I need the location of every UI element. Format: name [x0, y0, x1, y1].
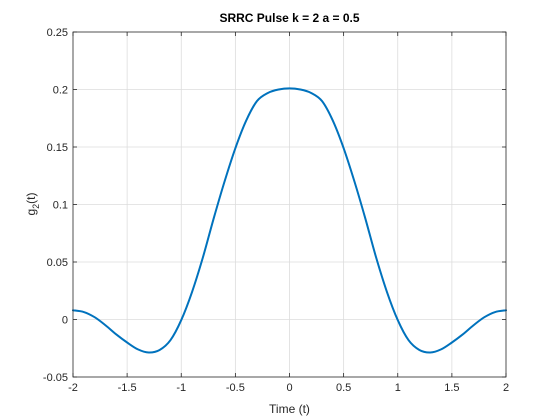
y-tick-label: 0.05: [47, 257, 68, 269]
x-tick-labels: -2 -1.5 -1 -0.5 0 0.5 1 1.5 2: [68, 382, 509, 394]
x-tick-label: -1.5: [118, 382, 137, 394]
y-axis-label-subscript: 2: [31, 204, 41, 209]
y-tick-label: 0: [62, 315, 68, 327]
x-tick-label: 2: [503, 382, 509, 394]
y-tick-labels: -0.05 0 0.05 0.1 0.15 0.2 0.25: [43, 27, 68, 384]
x-axis-label: Time (t): [269, 402, 310, 416]
chart-title: SRRC Pulse k = 2 a = 0.5: [219, 11, 359, 25]
y-tick-label: 0.15: [47, 142, 68, 154]
y-tick-label: -0.05: [43, 372, 68, 384]
ticks: [72, 31, 507, 378]
x-tick-label: -0.5: [226, 382, 245, 394]
y-tick-label: 0.1: [53, 200, 68, 212]
x-tick-label: 1: [395, 382, 401, 394]
x-tick-label: 1.5: [444, 382, 459, 394]
series-line-g2: [72, 87, 507, 354]
x-tick-label: -1: [176, 382, 186, 394]
y-tick-label: 0.2: [53, 85, 68, 97]
y-tick-label: 0.25: [47, 27, 68, 39]
y-axis-label-main: g: [24, 209, 38, 216]
x-tick-label: 0: [286, 382, 292, 394]
grid: [73, 32, 506, 377]
x-tick-label: 0.5: [336, 382, 351, 394]
x-tick-label: -2: [68, 382, 78, 394]
y-axis-label: g2(t): [24, 192, 41, 215]
y-axis-label-suffix: (t): [24, 192, 38, 203]
